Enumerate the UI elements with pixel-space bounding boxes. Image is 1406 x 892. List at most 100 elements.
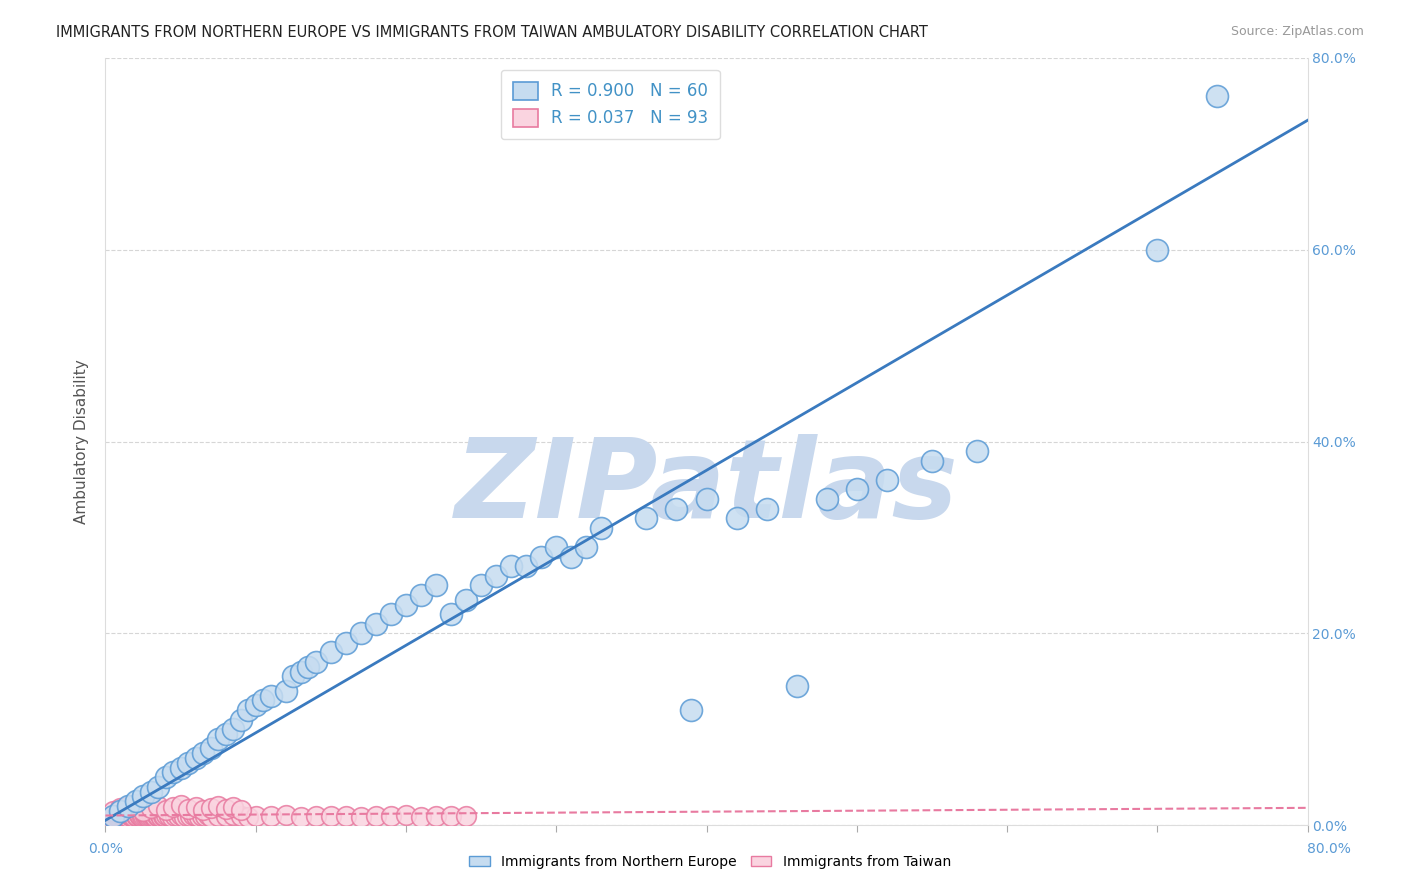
Point <box>162 800 184 814</box>
Point <box>132 789 155 804</box>
Point <box>110 809 132 823</box>
Point <box>425 578 447 592</box>
Point <box>297 660 319 674</box>
Point <box>560 549 582 564</box>
Point <box>121 808 143 822</box>
Point <box>96 815 118 830</box>
Point <box>118 807 141 822</box>
Point <box>222 807 245 822</box>
Point <box>290 665 312 679</box>
Text: IMMIGRANTS FROM NORTHERN EUROPE VS IMMIGRANTS FROM TAIWAN AMBULATORY DISABILITY : IMMIGRANTS FROM NORTHERN EUROPE VS IMMIG… <box>56 25 928 40</box>
Point <box>148 807 170 822</box>
Point <box>139 808 162 822</box>
Point <box>145 808 167 822</box>
Point <box>152 809 174 823</box>
Point <box>190 808 212 822</box>
Point <box>108 810 131 824</box>
Point <box>665 501 688 516</box>
Point <box>100 813 122 827</box>
Point <box>197 807 219 822</box>
Point <box>456 592 478 607</box>
Point <box>122 810 145 824</box>
Legend: R = 0.900   N = 60, R = 0.037   N = 93: R = 0.900 N = 60, R = 0.037 N = 93 <box>501 70 720 139</box>
Point <box>636 511 658 525</box>
Point <box>166 809 188 823</box>
Point <box>138 809 160 823</box>
Point <box>229 803 252 817</box>
Point <box>229 713 252 727</box>
Point <box>1146 243 1168 257</box>
Point <box>364 808 387 822</box>
Point <box>274 683 297 698</box>
Point <box>335 809 357 823</box>
Point <box>169 797 191 812</box>
Point <box>380 809 402 823</box>
Point <box>245 808 267 822</box>
Point <box>290 810 312 824</box>
Point <box>845 483 868 497</box>
Point <box>591 521 613 535</box>
Point <box>191 803 214 817</box>
Point <box>395 598 418 612</box>
Point <box>214 802 236 816</box>
Point <box>155 770 177 784</box>
Point <box>107 808 129 822</box>
Point <box>181 807 204 822</box>
Point <box>142 809 165 823</box>
Point <box>146 799 169 814</box>
Point <box>207 799 229 814</box>
Point <box>124 809 146 823</box>
Point <box>214 808 236 822</box>
Point <box>184 809 207 823</box>
Point <box>136 810 159 824</box>
Point <box>139 801 162 815</box>
Point <box>129 809 152 823</box>
Point <box>187 810 209 824</box>
Point <box>283 669 305 683</box>
Point <box>111 808 134 822</box>
Point <box>440 808 463 822</box>
Point <box>173 810 195 824</box>
Point <box>110 801 132 815</box>
Point <box>319 808 342 822</box>
Point <box>485 569 508 583</box>
Point <box>120 809 142 823</box>
Point <box>440 607 463 621</box>
Point <box>184 751 207 765</box>
Legend: Immigrants from Northern Europe, Immigrants from Taiwan: Immigrants from Northern Europe, Immigra… <box>464 849 956 874</box>
Point <box>169 760 191 774</box>
Point <box>132 808 155 822</box>
Point <box>200 810 222 824</box>
Point <box>132 804 155 818</box>
Point <box>139 784 162 798</box>
Point <box>101 804 124 818</box>
Point <box>115 808 138 822</box>
Point <box>162 765 184 780</box>
Point <box>135 807 157 822</box>
Point <box>229 809 252 823</box>
Point <box>1206 89 1229 103</box>
Point <box>141 807 163 822</box>
Point <box>200 801 222 815</box>
Point <box>501 559 523 574</box>
Point <box>146 780 169 794</box>
Point <box>245 698 267 713</box>
Point <box>160 810 183 824</box>
Point <box>305 809 328 823</box>
Point <box>238 703 260 717</box>
Point <box>157 809 180 823</box>
Point <box>103 810 125 824</box>
Point <box>515 559 537 574</box>
Point <box>101 811 124 825</box>
Point <box>207 731 229 746</box>
Point <box>128 807 150 822</box>
Point <box>112 807 135 822</box>
Point <box>169 807 191 822</box>
Point <box>143 810 166 824</box>
Point <box>681 703 703 717</box>
Text: Source: ZipAtlas.com: Source: ZipAtlas.com <box>1230 25 1364 38</box>
Point <box>117 799 139 814</box>
Point <box>200 741 222 756</box>
Text: 80.0%: 80.0% <box>1306 842 1351 856</box>
Point <box>117 799 139 814</box>
